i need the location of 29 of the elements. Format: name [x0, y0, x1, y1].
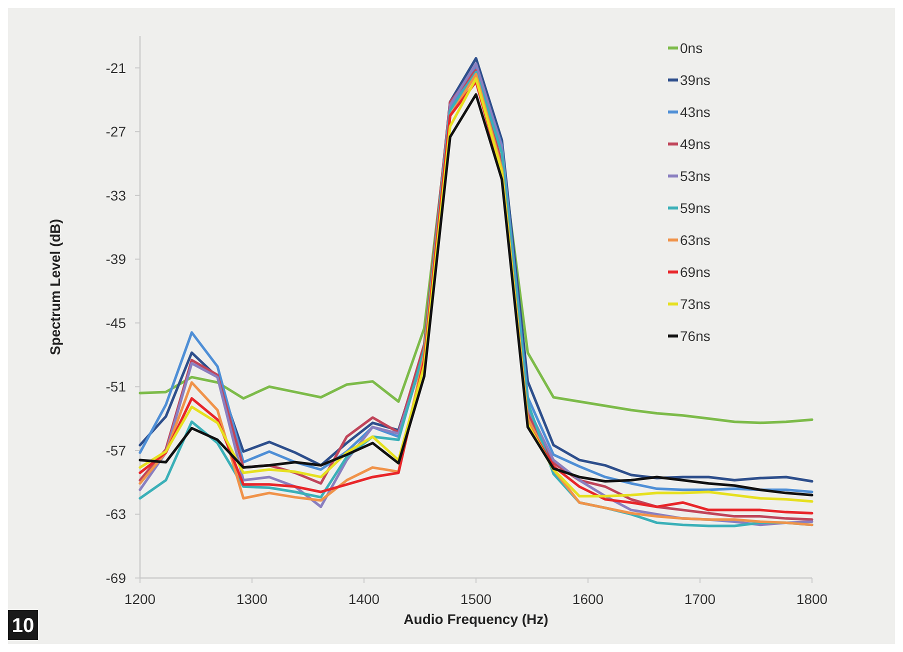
legend-label: 53ns	[680, 168, 710, 184]
y-tick-label: -45	[106, 314, 126, 331]
text: 10	[12, 615, 34, 637]
legend-label: 39ns	[680, 72, 710, 88]
y-tick-label: -63	[106, 506, 126, 522]
x-axis-title: Audio Frequency (Hz)	[404, 611, 548, 627]
x-tick-label: 1200	[124, 591, 156, 607]
y-tick-label: -69	[106, 570, 126, 586]
legend-label: 63ns	[680, 232, 710, 248]
y-axis-title: Spectrum Level (dB)	[47, 218, 63, 356]
legend-label: 59ns	[680, 200, 710, 216]
y-tick-label: -33	[106, 187, 126, 204]
x-tick-label: 1500	[460, 591, 492, 607]
legend-label: 73ns	[680, 296, 710, 312]
legend-label: 76ns	[680, 328, 710, 344]
x-tick-label: 1600	[572, 591, 604, 607]
y-tick-label: -51	[106, 378, 126, 395]
y-tick-label: -27	[106, 124, 126, 140]
legend-label: 43ns	[680, 104, 710, 120]
x-tick-label: 1800	[796, 591, 828, 607]
legend-label: 49ns	[680, 136, 710, 152]
x-tick-label: 1400	[348, 591, 380, 607]
x-tick-label: 1700	[684, 591, 716, 607]
x-tick-label: 1300	[236, 591, 268, 607]
y-tick-label: -21	[106, 60, 126, 76]
y-tick-label: -57	[106, 442, 126, 458]
legend-label: 69ns	[680, 264, 710, 280]
y-tick-label: -39	[106, 251, 126, 268]
legend-label: 0ns	[680, 40, 703, 56]
